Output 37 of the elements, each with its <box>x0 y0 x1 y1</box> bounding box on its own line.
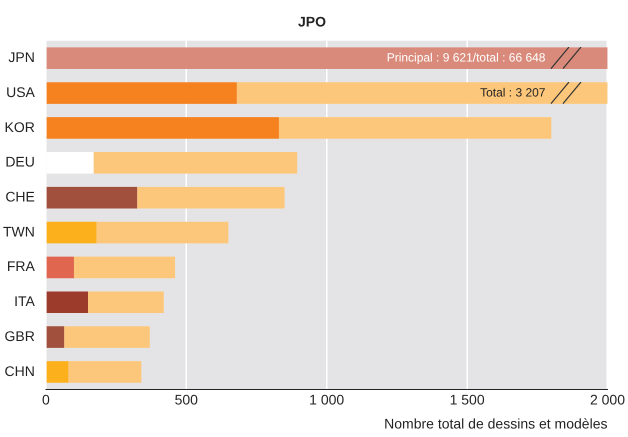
bar <box>46 256 74 278</box>
bar <box>46 291 88 314</box>
bar <box>46 222 96 244</box>
bar <box>64 326 150 348</box>
y-tick-label: USA <box>6 84 36 100</box>
bar <box>46 361 68 383</box>
chart-title: JPO <box>298 13 326 30</box>
bar <box>278 117 552 139</box>
x-axis-title: Nombre total de dessins et modèles <box>384 415 608 432</box>
bar <box>46 186 138 208</box>
bar <box>88 291 164 314</box>
x-tick-label: 500 <box>174 392 198 408</box>
bar <box>46 326 64 348</box>
bar <box>96 222 228 244</box>
y-tick-label: CHE <box>5 188 35 205</box>
x-tick-label: 0 <box>42 392 50 408</box>
annotation: Principal : 9 621/total : 66 648 <box>386 50 546 65</box>
y-tick-label: FRA <box>6 258 36 274</box>
y-tick-label: JPN <box>8 49 35 66</box>
x-tick-label: 2 000 <box>590 392 626 408</box>
y-tick-label: CHN <box>4 362 35 379</box>
bar <box>46 82 237 104</box>
x-tick-label: 1 000 <box>309 392 344 408</box>
y-tick-label: DEU <box>5 154 35 170</box>
bar <box>94 152 298 174</box>
y-tick-label: GBR <box>4 328 35 344</box>
bar <box>68 361 142 383</box>
bar <box>74 256 176 278</box>
x-tick-label: 1 500 <box>450 392 485 408</box>
bar <box>46 117 279 139</box>
y-tick-label: TWN <box>2 223 35 240</box>
y-tick-label: KOR <box>4 118 35 135</box>
annotation: Total : 3 207 <box>480 85 546 100</box>
bar <box>236 82 608 104</box>
y-tick-label: ITA <box>14 293 36 310</box>
bar <box>137 186 285 208</box>
bar <box>46 47 608 70</box>
